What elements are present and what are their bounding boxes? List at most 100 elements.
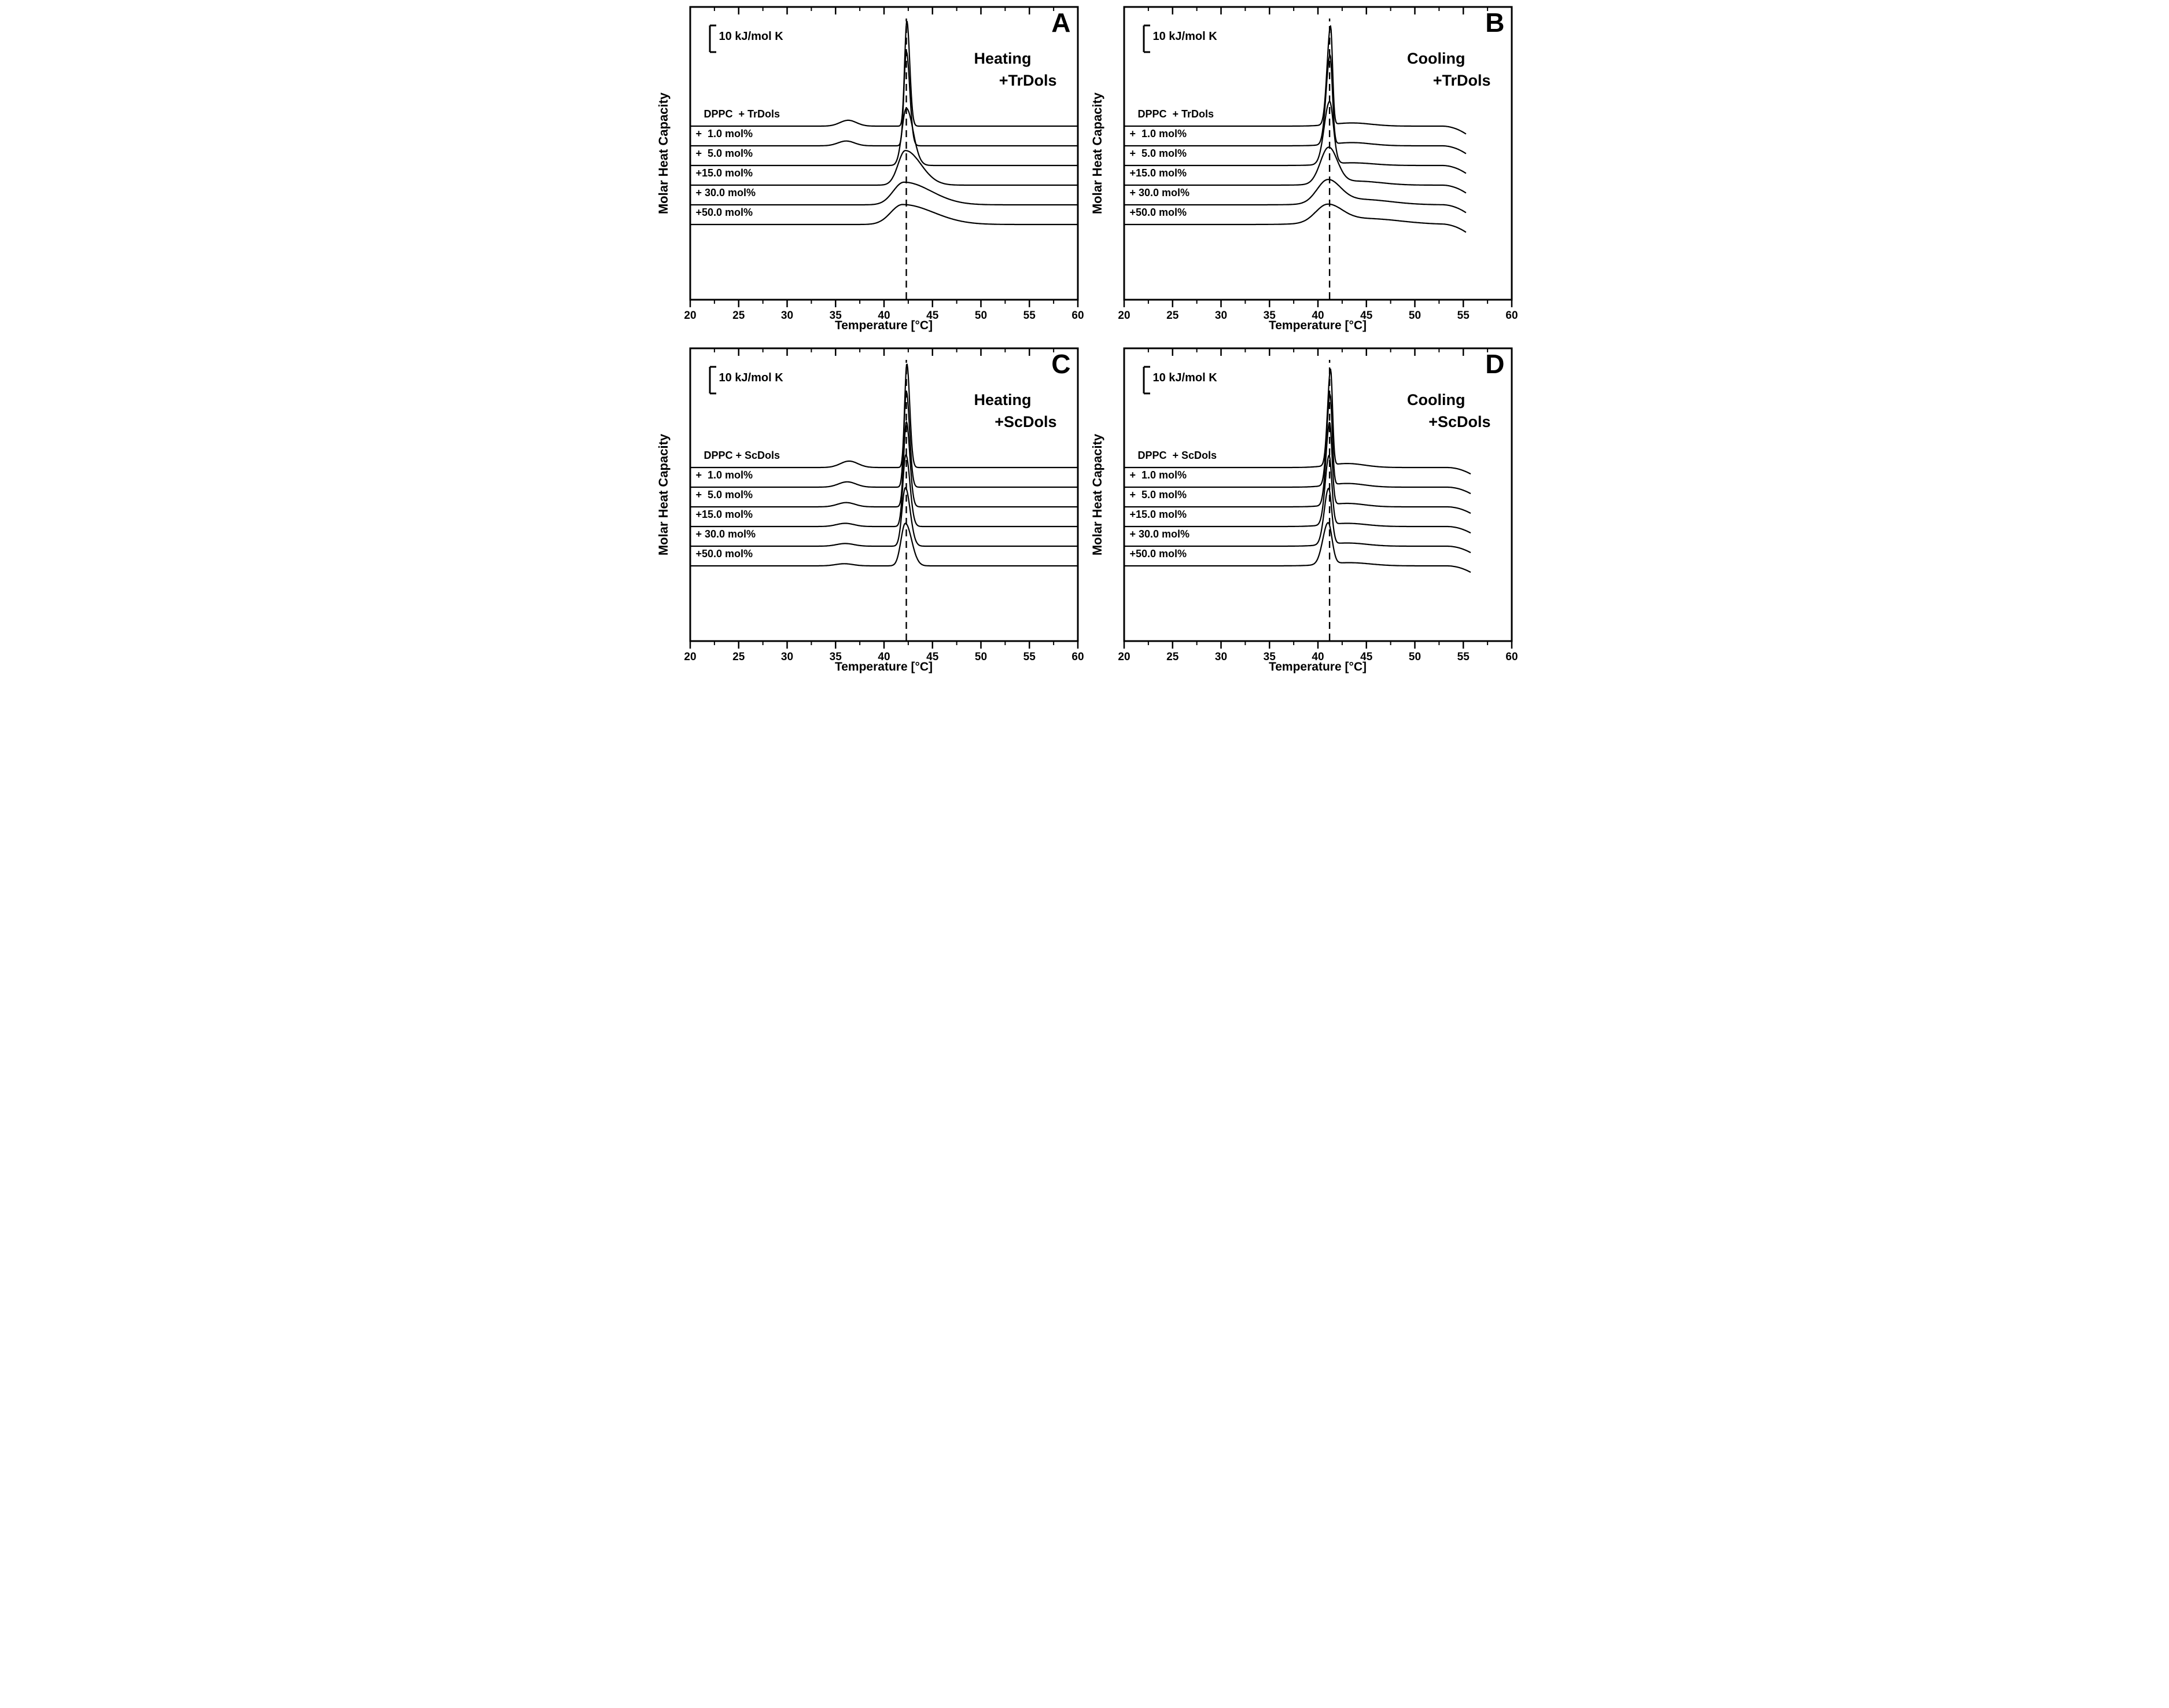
curve-label-5mol: + 5.0 mol% [1129, 148, 1187, 159]
dsc-curve [1124, 393, 1471, 495]
additive-label: +TrDols [1433, 72, 1491, 89]
curve-label-dppc: DPPC + TrDols [704, 108, 780, 120]
curve-label-15mol: +15.0 mol% [1129, 167, 1187, 179]
x-axis-tick-label: 20 [684, 310, 696, 322]
curve-label-30mol: + 30.0 mol% [695, 528, 756, 540]
curve-label-5mol: + 5.0 mol% [695, 489, 753, 500]
curve-label-30mol: + 30.0 mol% [1129, 528, 1190, 540]
dsc-curve [1124, 368, 1471, 475]
x-axis-tick-label: 50 [1408, 651, 1420, 663]
dsc-curve [690, 363, 1077, 469]
scan-mode-label: Cooling [1407, 391, 1465, 408]
dsc-curve [690, 108, 1077, 167]
dsc-curve [1124, 487, 1471, 554]
dsc-curve [690, 181, 1077, 206]
x-axis-tick-label: 35 [1263, 651, 1276, 663]
curve-label-30mol: + 30.0 mol% [695, 187, 756, 198]
curve-label-50mol: +50.0 mol% [1129, 207, 1187, 218]
x-axis-tick-label: 60 [1505, 310, 1518, 322]
x-axis-tick-label: 25 [1166, 651, 1179, 663]
x-axis-tick-label: 60 [1071, 310, 1084, 322]
curve-label-1mol: + 1.0 mol% [695, 128, 753, 139]
panel-d-plot: 20 25 30 35 40 45 50 55 60 [1118, 347, 1518, 663]
x-axis-tick-label: 25 [732, 310, 745, 322]
x-axis-label: Temperature [°C] [834, 660, 933, 673]
curve-label-50mol: +50.0 mol% [1129, 548, 1187, 559]
x-axis-tick-label: 25 [1166, 310, 1179, 322]
scale-bar-label: 10 kJ/mol K [1152, 30, 1217, 43]
dsc-curve [690, 21, 1077, 127]
scan-mode-label: Heating [974, 391, 1032, 408]
panel-a-plot: 20 25 30 35 40 45 50 55 60 [684, 6, 1084, 322]
dsc-curve [1124, 203, 1466, 233]
x-axis-tick-label: 55 [1457, 651, 1470, 663]
curve-label-15mol: +15.0 mol% [1129, 509, 1187, 520]
y-axis-label: Molar Heat Capacity [656, 92, 671, 215]
panel-b: 20 25 30 35 40 45 50 55 60 Molar Heat Capacity 1… [1085, 0, 1519, 341]
x-axis-tick-label: 50 [1408, 310, 1420, 322]
panel-a: 20 25 30 35 40 45 50 55 60 Molar Heat Capacity 1… [651, 0, 1085, 341]
x-axis-tick-label: 60 [1071, 651, 1084, 663]
dsc-curve [1124, 455, 1471, 534]
curve-label-1mol: + 1.0 mol% [695, 469, 753, 481]
panel-letter: B [1485, 8, 1505, 38]
y-axis-label: Molar Heat Capacity [1089, 433, 1104, 556]
scan-mode-label: Cooling [1407, 50, 1465, 67]
x-axis-label: Temperature [°C] [1268, 319, 1367, 332]
panel-b-plot: 20 25 30 35 40 45 50 55 60 [1118, 6, 1518, 322]
curve-label-30mol: + 30.0 mol% [1129, 187, 1190, 198]
curve-label-50mol: +50.0 mol% [695, 207, 753, 218]
x-axis-tick-label: 50 [974, 310, 986, 322]
x-axis-tick-label: 35 [829, 310, 842, 322]
x-axis-tick-label: 30 [780, 310, 793, 322]
x-axis-tick-label: 35 [1263, 310, 1276, 322]
panel-letter: A [1051, 8, 1071, 38]
scan-mode-label: Heating [974, 50, 1032, 67]
x-axis-tick-label: 25 [732, 651, 745, 663]
y-axis-label: Molar Heat Capacity [1089, 92, 1104, 215]
x-axis-tick-label: 45 [1360, 310, 1373, 322]
panel-letter: D [1485, 349, 1505, 379]
scale-bar-label: 10 kJ/mol K [719, 30, 783, 43]
x-axis-tick-label: 20 [684, 651, 696, 663]
panel-c: 20 25 30 35 40 45 50 55 60 Molar Heat Capacity 1… [651, 341, 1085, 683]
dsc-curve [690, 391, 1077, 488]
dsc-curve [1124, 179, 1467, 214]
x-axis-tick-label: 60 [1505, 651, 1518, 663]
scale-bar-label: 10 kJ/mol K [1152, 371, 1217, 384]
x-axis-label: Temperature [°C] [1268, 660, 1367, 673]
x-axis-tick-label: 50 [974, 651, 986, 663]
x-axis-tick-label: 35 [829, 651, 842, 663]
x-axis-tick-label: 30 [1214, 310, 1227, 322]
additive-label: +ScDols [1428, 413, 1491, 430]
x-axis-label: Temperature [°C] [834, 319, 933, 332]
x-axis-tick-label: 20 [1118, 651, 1130, 663]
dsc-curve [1124, 421, 1471, 514]
x-axis-tick-label: 45 [926, 651, 939, 663]
dsc-curve [1124, 146, 1467, 194]
dsc-curve [690, 522, 1077, 567]
dsc-curve [690, 487, 1077, 547]
x-axis-tick-label: 40 [878, 310, 890, 322]
dsc-curve [1124, 522, 1471, 573]
dsc-curve [1124, 54, 1467, 154]
scale-bar-label: 10 kJ/mol K [719, 371, 783, 384]
curve-label-5mol: + 5.0 mol% [1129, 489, 1187, 500]
curve-label-5mol: + 5.0 mol% [695, 148, 753, 159]
dsc-curve [690, 150, 1077, 186]
additive-label: +TrDols [999, 72, 1057, 89]
curve-label-15mol: +15.0 mol% [695, 509, 753, 520]
curve-label-dppc: DPPC + ScDols [1137, 450, 1217, 461]
curve-label-dppc: DPPC + TrDols [1137, 108, 1214, 120]
curve-label-dppc: DPPC + ScDols [704, 450, 780, 461]
y-axis-label: Molar Heat Capacity [656, 433, 671, 556]
additive-label: +ScDols [995, 413, 1057, 430]
dsc-curve [690, 204, 1077, 226]
curve-label-15mol: +15.0 mol% [695, 167, 753, 179]
curve-label-1mol: + 1.0 mol% [1129, 469, 1187, 481]
x-axis-tick-label: 55 [1457, 310, 1470, 322]
x-axis-tick-label: 40 [1312, 310, 1324, 322]
x-axis-tick-label: 20 [1118, 310, 1130, 322]
dsc-curve [1124, 25, 1467, 135]
x-axis-tick-label: 40 [1312, 651, 1324, 663]
